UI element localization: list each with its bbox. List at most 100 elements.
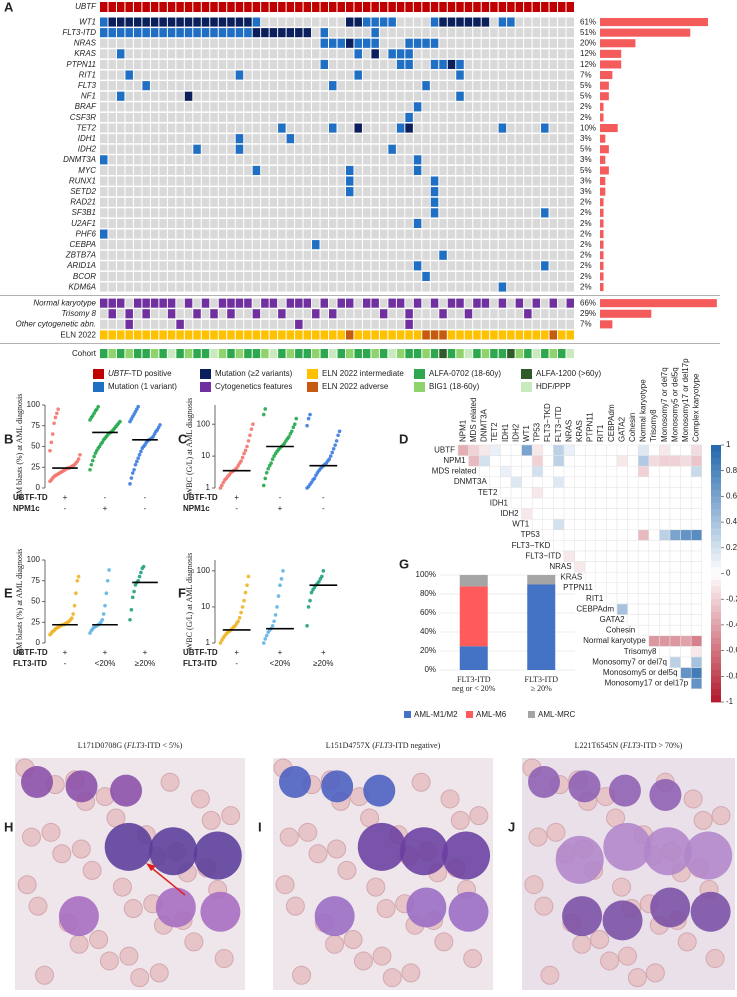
colorbar-segment: [711, 445, 721, 452]
mutation-cell: [354, 39, 361, 48]
empty-cell: [507, 219, 514, 228]
empty-cell: [541, 81, 548, 90]
empty-cell: [567, 261, 574, 270]
ubtf-cell: [125, 2, 132, 12]
empty-cell: [295, 166, 302, 175]
ubtf-cell: [134, 2, 141, 12]
colorbar-segment: [711, 516, 721, 523]
empty-cell: [270, 134, 277, 143]
mutation-cell: [439, 60, 446, 69]
empty-cell: [405, 71, 412, 80]
empty-cell: [596, 530, 607, 541]
mutation-cell: [176, 28, 183, 37]
colorbar-segment: [711, 580, 721, 587]
colorbar-segment: [711, 529, 721, 536]
empty-cell: [482, 102, 489, 111]
empty-cell: [108, 134, 115, 143]
data-point: [74, 591, 78, 595]
empty-cell: [210, 187, 217, 196]
empty-cell: [388, 208, 395, 217]
empty-cell: [193, 102, 200, 111]
empty-cell: [567, 309, 574, 318]
empty-cell: [473, 134, 480, 143]
empty-cell: [202, 81, 209, 90]
row-label: Normal karyotype: [33, 299, 96, 308]
data-point: [100, 618, 104, 622]
empty-cell: [261, 134, 268, 143]
legend-label: ELN 2022 adverse: [322, 382, 389, 391]
empty-cell: [168, 60, 175, 69]
percent-label: 3%: [580, 155, 592, 164]
ubtf-cell: [244, 2, 251, 12]
empty-cell: [244, 39, 251, 48]
ubtf-cell: [236, 2, 243, 12]
empty-cell: [499, 92, 506, 101]
empty-cell: [490, 251, 497, 260]
row-label: DNMT3A: [63, 155, 96, 164]
empty-cell: [210, 272, 217, 281]
empty-cell: [473, 92, 480, 101]
empty-cell: [585, 477, 596, 488]
empty-cell: [482, 81, 489, 90]
empty-cell: [295, 283, 302, 292]
empty-cell: [117, 219, 124, 228]
empty-cell: [524, 219, 531, 228]
empty-cell: [670, 583, 681, 594]
empty-cell: [287, 309, 294, 318]
mutation-cell: [236, 28, 243, 37]
empty-cell: [490, 208, 497, 217]
empty-cell: [236, 113, 243, 122]
empty-cell: [176, 60, 183, 69]
empty-cell: [397, 39, 404, 48]
blast-cell: [406, 887, 446, 927]
mutation-cell: [253, 18, 260, 27]
empty-cell: [270, 187, 277, 196]
empty-cell: [585, 530, 596, 541]
empty-cell: [244, 113, 251, 122]
y-tick-label: 50: [31, 597, 40, 606]
ubtf-cell: [465, 2, 472, 12]
empty-cell: [100, 198, 107, 207]
empty-cell: [321, 219, 328, 228]
percent-label: 2%: [580, 113, 592, 122]
eln-cell: [219, 330, 226, 339]
mutation-cell: [253, 309, 260, 318]
empty-cell: [168, 219, 175, 228]
empty-cell: [227, 187, 234, 196]
empty-cell: [670, 498, 681, 509]
empty-cell: [219, 198, 226, 207]
empty-cell: [125, 124, 132, 133]
empty-cell: [125, 261, 132, 270]
empty-cell: [606, 583, 617, 594]
empty-cell: [482, 187, 489, 196]
empty-cell: [431, 320, 438, 329]
empty-cell: [465, 320, 472, 329]
ubtf-cell: [312, 2, 319, 12]
percent-label: 66%: [580, 299, 596, 308]
row-label: Monosomy17 or del17p: [605, 679, 689, 688]
data-point: [327, 457, 331, 461]
ubtf-cell: [397, 2, 404, 12]
ubtf-cell: [482, 2, 489, 12]
empty-cell: [168, 283, 175, 292]
empty-cell: [151, 309, 158, 318]
empty-cell: [304, 187, 311, 196]
empty-cell: [287, 272, 294, 281]
empty-cell: [219, 177, 226, 186]
title-gene: FLT3: [622, 741, 641, 750]
empty-cell: [236, 251, 243, 260]
row-label: SETD2: [70, 187, 96, 196]
empty-cell: [202, 230, 209, 239]
eln-cell: [108, 330, 115, 339]
empty-cell: [617, 530, 628, 541]
mutation-cell: [524, 349, 531, 358]
empty-cell: [270, 261, 277, 270]
empty-cell: [380, 145, 387, 154]
empty-cell: [108, 166, 115, 175]
empty-cell: [500, 487, 511, 498]
bar-segment: [460, 646, 488, 670]
ubtf-cell: [329, 2, 336, 12]
empty-cell: [482, 219, 489, 228]
empty-cell: [465, 60, 472, 69]
empty-cell: [142, 92, 149, 101]
